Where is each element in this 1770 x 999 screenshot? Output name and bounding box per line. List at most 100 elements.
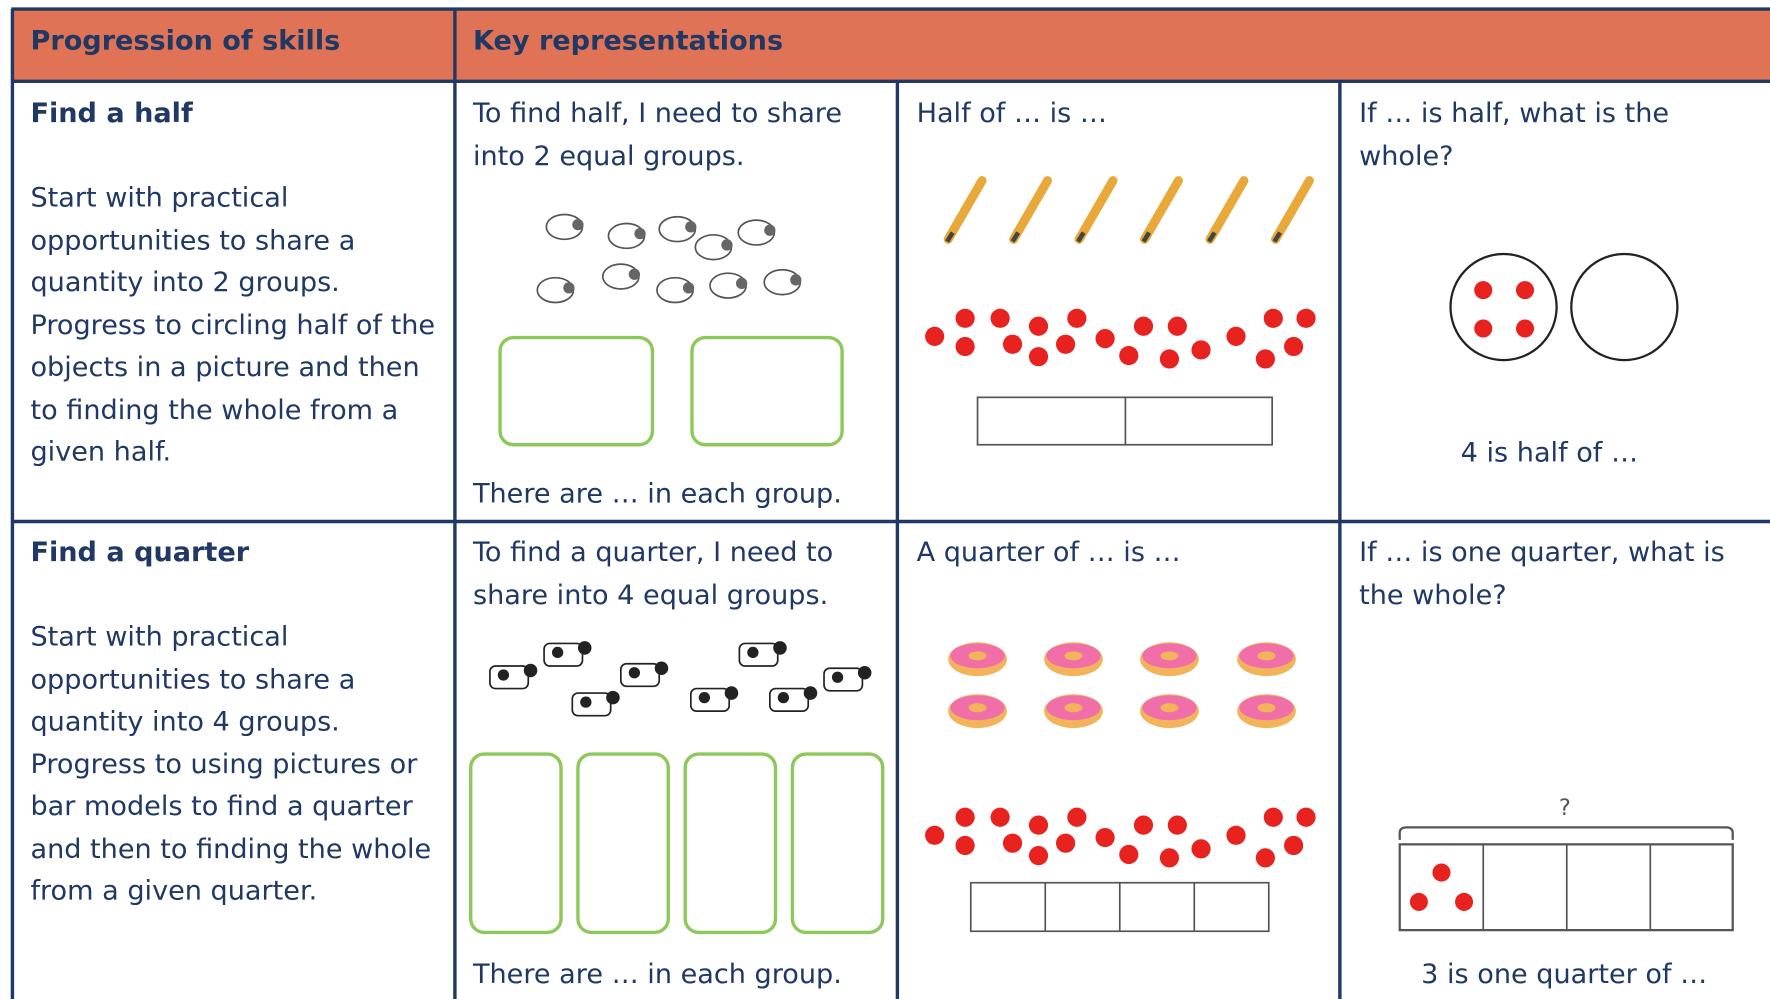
counter	[1028, 846, 1049, 866]
cow-spot	[628, 667, 641, 679]
pencil	[1009, 176, 1053, 244]
counter	[925, 825, 945, 845]
donut-hole	[1160, 651, 1179, 661]
cow	[689, 687, 731, 712]
cow-spot	[551, 646, 564, 659]
counter	[1226, 326, 1246, 346]
cow-head	[724, 686, 739, 700]
unknown-label: ?	[1558, 793, 1571, 821]
row-description: Start with practical opportunities to sh…	[30, 620, 432, 907]
counter	[955, 835, 975, 856]
cow-spot	[831, 671, 844, 683]
cow	[823, 667, 864, 692]
row-description: Start with practical opportunities to sh…	[30, 181, 436, 468]
header-band	[11, 9, 1770, 82]
cow-head	[606, 690, 620, 705]
whole-circles	[1449, 252, 1679, 362]
cell-text: If … is half, what is the whole?	[1359, 97, 1670, 172]
row-title: Find a quarter	[30, 536, 250, 568]
cow-spot	[580, 696, 592, 708]
counter	[955, 807, 975, 827]
counter	[1432, 863, 1451, 882]
counter	[955, 308, 975, 328]
cell-text: To find a quarter, I need to share into …	[472, 536, 834, 611]
counter	[1296, 807, 1316, 827]
sheep-head	[563, 282, 575, 294]
cow-spot	[747, 646, 759, 659]
cow-head	[577, 641, 592, 655]
counter	[1474, 319, 1493, 338]
sheep-head	[634, 228, 646, 240]
pencil-tip	[945, 231, 955, 243]
counter	[1028, 815, 1049, 835]
cow-head	[857, 665, 872, 680]
counter	[1263, 807, 1283, 827]
pencil	[1205, 176, 1249, 244]
cow-head	[803, 686, 818, 700]
donut-hole	[1064, 651, 1083, 661]
counter	[1255, 349, 1275, 369]
pencil	[1074, 176, 1118, 244]
cow	[768, 687, 810, 712]
cow-head	[773, 641, 787, 655]
counter	[1095, 827, 1115, 848]
sheep-head	[572, 218, 584, 231]
counter	[1055, 833, 1076, 853]
counter	[1133, 815, 1154, 835]
donut-hole	[968, 703, 987, 713]
counter	[1002, 334, 1023, 354]
counter	[1119, 844, 1139, 865]
counter	[1515, 281, 1535, 300]
counter	[1263, 308, 1283, 328]
header-skills: Progression of skills	[30, 24, 341, 57]
pencil-tip	[1207, 231, 1217, 243]
donut-hole	[1160, 703, 1179, 713]
pencil	[1271, 176, 1314, 244]
cell-caption: 3 is one quarter of …	[1421, 958, 1708, 990]
counter	[1167, 815, 1187, 835]
header-representations: Key representations	[472, 24, 784, 57]
pencil-tip	[1010, 231, 1021, 243]
counter	[1455, 892, 1474, 911]
counter	[1191, 839, 1211, 859]
cell-caption: There are … in each group.	[472, 958, 842, 990]
counter	[1095, 329, 1115, 349]
sheep-head	[735, 277, 748, 289]
grid	[10, 7, 1770, 999]
group-boxes	[469, 335, 885, 935]
counter	[990, 308, 1010, 328]
cow-head	[654, 661, 669, 676]
donut-hole	[1257, 703, 1276, 713]
counter	[1515, 319, 1535, 338]
counter	[1055, 334, 1076, 354]
cow	[738, 642, 779, 667]
cow	[489, 665, 530, 690]
pencil-tip	[1272, 231, 1282, 243]
sheep-head	[682, 282, 695, 294]
sheep-head	[685, 221, 697, 233]
donut-hole	[1064, 703, 1083, 713]
cell-text: If … is one quarter, what is the whole?	[1359, 536, 1725, 611]
donut-hole	[1257, 651, 1276, 661]
cell-text: A quarter of … is …	[916, 536, 1181, 568]
sheep-head	[790, 274, 802, 286]
counter	[1255, 848, 1275, 868]
pencil-tip	[1076, 231, 1086, 243]
cow	[619, 662, 661, 688]
pencil-tip	[1141, 231, 1152, 243]
donut-hole	[968, 651, 987, 661]
counter	[990, 807, 1010, 827]
cell-text: Half of … is …	[916, 97, 1108, 129]
counter	[1409, 892, 1428, 911]
pencil	[943, 176, 987, 244]
counter	[1159, 848, 1180, 868]
cell-caption: There are … in each group.	[472, 477, 842, 510]
counter	[1067, 308, 1087, 328]
cow	[571, 692, 612, 717]
counter	[1067, 807, 1087, 827]
counter	[925, 326, 945, 346]
counter	[1167, 316, 1187, 336]
cow-spot	[777, 691, 790, 704]
